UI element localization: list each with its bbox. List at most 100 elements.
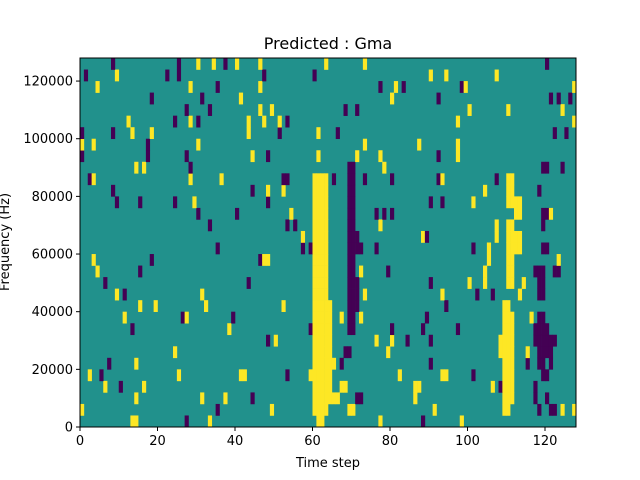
chart-title: Predicted : Gma — [264, 34, 392, 53]
heatmap-cell — [320, 242, 325, 255]
heatmap-cell — [506, 219, 511, 232]
heatmap-cell — [444, 300, 449, 312]
heatmap-cell — [320, 369, 325, 382]
heatmap-cell — [324, 196, 329, 209]
heatmap-cell — [289, 207, 294, 220]
heatmap-cell — [506, 357, 511, 370]
heatmap-cell — [390, 207, 395, 220]
heatmap-cell — [281, 300, 286, 312]
heatmap-cell — [459, 415, 464, 428]
heatmap-cell — [541, 277, 546, 289]
heatmap-cell — [510, 184, 515, 197]
heatmap-cell — [397, 369, 402, 382]
heatmap-cell — [541, 346, 546, 359]
heatmap-cell — [444, 69, 449, 82]
heatmap-cell — [374, 242, 379, 255]
heatmap-cell — [149, 92, 154, 105]
heatmap-cell — [347, 311, 352, 324]
heatmap-cell — [347, 196, 352, 209]
heatmap-cell — [250, 392, 255, 405]
heatmap-cell — [111, 127, 116, 140]
heatmap-cell — [355, 230, 360, 243]
x-tick-label: 80 — [382, 434, 399, 449]
heatmap-cell — [421, 415, 426, 428]
heatmap-cell — [207, 104, 213, 116]
heatmap-cell — [316, 288, 321, 301]
heatmap-cell — [324, 230, 329, 243]
heatmap-cell — [440, 173, 445, 186]
heatmap-cell — [324, 323, 329, 336]
heatmap-cell — [517, 242, 523, 255]
heatmap-cell — [502, 392, 507, 405]
heatmap-cell — [316, 415, 321, 428]
heatmap-cell — [320, 346, 325, 359]
heatmap-cell — [285, 369, 290, 382]
heatmap-cell — [200, 288, 205, 301]
heatmap-cell — [235, 207, 240, 220]
heatmap-cell — [347, 242, 352, 255]
heatmap-cell — [320, 311, 325, 324]
heatmap-cell — [347, 184, 352, 197]
heatmap-cell — [533, 323, 538, 336]
heatmap-cell — [510, 173, 515, 186]
heatmap-cell — [134, 415, 139, 428]
heatmap-cell — [316, 184, 321, 197]
heatmap-cell — [378, 219, 383, 232]
heatmap-cell — [184, 104, 189, 116]
heatmap-cell — [552, 403, 557, 416]
y-tick-label: 20000 — [32, 363, 73, 378]
heatmap-cell — [428, 69, 433, 82]
heatmap-cell — [564, 127, 569, 140]
heatmap-cell — [312, 311, 317, 324]
heatmap-cell — [475, 288, 480, 301]
heatmap-cell — [308, 242, 313, 255]
heatmap-cell — [316, 323, 321, 336]
heatmap-cell — [312, 323, 317, 336]
heatmap-cell — [277, 127, 282, 140]
heatmap-cell — [428, 334, 433, 347]
heatmap-cell — [328, 334, 333, 347]
heatmap-cell — [320, 265, 325, 278]
heatmap-cell — [541, 288, 546, 301]
heatmap-cell — [316, 254, 321, 266]
heatmap-cell — [320, 277, 325, 289]
heatmap-cell — [320, 380, 325, 393]
heatmap-cell — [335, 392, 340, 405]
heatmap-cell — [355, 242, 360, 255]
heatmap-cell — [490, 380, 495, 393]
heatmap-cell — [541, 357, 546, 370]
heatmap-cell — [552, 265, 557, 278]
heatmap-cell — [533, 380, 538, 393]
heatmap-cell — [502, 334, 507, 347]
heatmap-cell — [308, 369, 313, 382]
heatmap-cell — [219, 173, 224, 186]
heatmap-cell — [382, 207, 387, 220]
heatmap-cell — [312, 196, 317, 209]
heatmap-cell — [455, 138, 461, 151]
heatmap-cell — [149, 127, 154, 140]
heatmap-cell — [541, 207, 546, 220]
heatmap-cell — [347, 254, 352, 266]
heatmap-cell — [351, 184, 356, 197]
heatmap-cell — [324, 311, 329, 324]
heatmap-cell — [455, 150, 461, 163]
heatmap-cell — [506, 277, 511, 289]
heatmap-cell — [556, 254, 561, 266]
heatmap-cell — [196, 138, 201, 151]
heatmap-cell — [266, 150, 271, 163]
heatmap-cell — [324, 207, 329, 220]
heatmap-cell — [316, 357, 321, 370]
heatmap-cell — [262, 254, 267, 266]
heatmap-cell — [525, 357, 530, 370]
heatmap-cell — [541, 311, 546, 324]
heatmap-cell — [300, 230, 306, 243]
heatmap-cell — [568, 92, 573, 105]
heatmap-cell — [312, 219, 317, 232]
heatmap-cell — [324, 300, 329, 312]
heatmap-cell — [316, 392, 321, 405]
heatmap-cell — [312, 288, 317, 301]
heatmap-cell — [572, 403, 577, 416]
heatmap-cell — [316, 150, 321, 163]
heatmap-cell — [424, 311, 430, 324]
heatmap-cell — [320, 254, 325, 266]
